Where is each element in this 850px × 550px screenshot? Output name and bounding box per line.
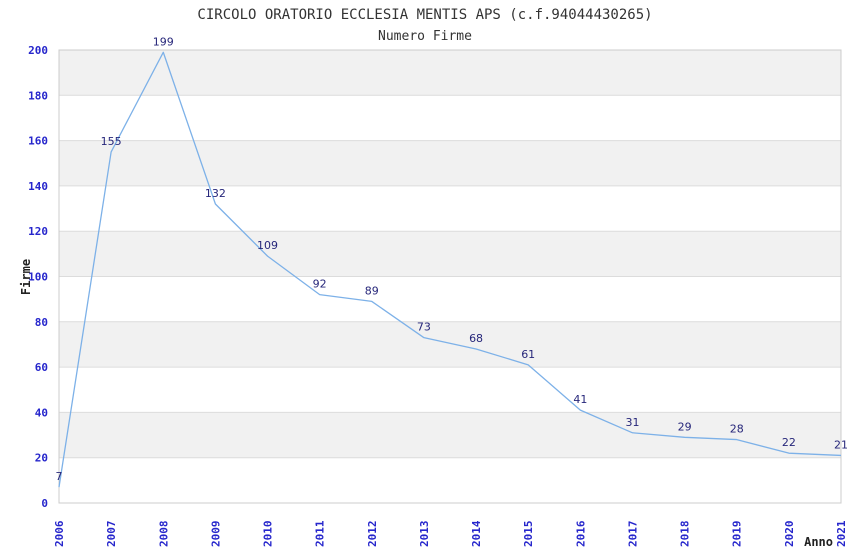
data-label-2007: 155 <box>101 135 122 148</box>
y-axis-title: Firme <box>19 259 33 295</box>
y-tick-40: 40 <box>35 406 48 419</box>
data-label-2013: 73 <box>417 321 431 334</box>
data-labels: 7 155 199 132 109 92 89 73 68 61 41 31 29 28 22 21 <box>56 35 849 483</box>
data-label-2008: 199 <box>153 35 174 48</box>
data-label-2015: 61 <box>521 348 535 361</box>
data-label-2010: 109 <box>257 239 278 252</box>
plot-band <box>59 231 841 277</box>
chart-subtitle: Numero Firme <box>378 29 472 44</box>
chart-title: CIRCOLO ORATORIO ECCLESIA MENTIS APS (c.… <box>197 7 652 23</box>
x-tick-2014: 2014 <box>470 520 483 547</box>
plot-band <box>59 140 841 186</box>
y-tick-100: 100 <box>28 271 48 284</box>
x-axis-title: Anno <box>804 535 833 549</box>
data-label-2009: 132 <box>205 187 226 200</box>
x-tick-2006: 2006 <box>53 520 66 547</box>
plot-border <box>58 49 842 504</box>
x-tick-2012: 2012 <box>366 521 379 548</box>
x-tick-2010: 2010 <box>262 521 275 548</box>
y-tick-180: 180 <box>28 89 48 102</box>
x-tick-2015: 2015 <box>522 521 535 548</box>
y-tick-120: 120 <box>28 225 48 238</box>
y-tick-80: 80 <box>35 316 48 329</box>
data-label-2017: 31 <box>625 416 639 429</box>
x-tick-2019: 2019 <box>731 521 744 548</box>
plot-band <box>59 50 841 96</box>
data-label-2014: 68 <box>469 332 483 345</box>
x-tick-2020: 2020 <box>783 521 796 548</box>
y-tick-0: 0 <box>41 497 48 510</box>
data-label-2019: 28 <box>730 423 744 436</box>
data-label-2011: 92 <box>313 278 327 291</box>
x-tick-2011: 2011 <box>314 520 327 547</box>
series-line-firme <box>58 51 842 488</box>
y-tick-140: 140 <box>28 180 48 193</box>
x-tick-2007: 2007 <box>105 521 118 548</box>
grid-lines <box>59 94 841 459</box>
y-axis-tick-labels: 0 20 40 60 80 100 120 140 160 180 200 <box>28 44 48 510</box>
y-tick-160: 160 <box>28 135 48 148</box>
data-label-2020: 22 <box>782 436 796 449</box>
x-tick-2008: 2008 <box>157 521 170 548</box>
x-tick-2017: 2017 <box>626 521 639 548</box>
data-label-2021: 21 <box>834 438 848 451</box>
plot-bands <box>59 50 841 458</box>
data-label-2006: 7 <box>56 470 63 483</box>
y-tick-20: 20 <box>35 452 48 465</box>
data-label-2018: 29 <box>678 420 692 433</box>
x-tick-2013: 2013 <box>418 521 431 548</box>
x-tick-2021: 2021 <box>835 520 848 547</box>
y-tick-200: 200 <box>28 44 48 57</box>
plot-band <box>59 321 841 368</box>
x-tick-2018: 2018 <box>679 521 692 548</box>
data-label-2012: 89 <box>365 284 379 297</box>
x-tick-2009: 2009 <box>209 521 222 548</box>
y-tick-60: 60 <box>35 361 48 374</box>
x-axis-tick-labels: 2006 2007 2008 2009 2010 2011 2012 2013 2014 2015… <box>53 520 848 547</box>
data-label-2016: 41 <box>573 393 587 406</box>
x-tick-2016: 2016 <box>574 520 587 547</box>
plot-band <box>59 412 841 458</box>
